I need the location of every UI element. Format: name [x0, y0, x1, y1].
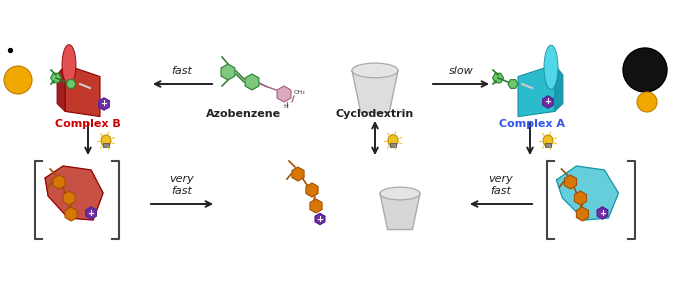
Text: +: + [316, 215, 323, 223]
Circle shape [637, 92, 657, 112]
Text: fast: fast [172, 66, 193, 76]
Polygon shape [508, 80, 518, 88]
Polygon shape [63, 191, 75, 205]
Polygon shape [564, 175, 577, 189]
FancyBboxPatch shape [545, 143, 551, 147]
Polygon shape [45, 166, 103, 220]
Polygon shape [556, 166, 618, 220]
Polygon shape [310, 199, 322, 213]
Text: +: + [101, 99, 108, 109]
Text: +: + [599, 209, 606, 217]
Polygon shape [575, 191, 587, 205]
Polygon shape [86, 207, 97, 219]
Circle shape [4, 66, 32, 94]
Polygon shape [65, 207, 77, 221]
Polygon shape [315, 213, 325, 225]
Polygon shape [66, 80, 76, 88]
Polygon shape [493, 73, 503, 83]
Polygon shape [352, 71, 398, 112]
Polygon shape [597, 207, 608, 219]
Polygon shape [53, 175, 65, 189]
Ellipse shape [388, 135, 398, 147]
Circle shape [623, 48, 667, 92]
Text: very
fast: very fast [169, 175, 195, 196]
Polygon shape [542, 96, 553, 108]
Text: slow: slow [449, 66, 473, 76]
Ellipse shape [352, 63, 398, 78]
Ellipse shape [544, 45, 558, 89]
Point [4, 48, 15, 52]
Polygon shape [576, 207, 589, 221]
Polygon shape [245, 74, 259, 90]
Polygon shape [65, 65, 100, 117]
Ellipse shape [101, 135, 111, 147]
Text: CH₃: CH₃ [294, 90, 306, 94]
Text: very
fast: very fast [489, 175, 513, 196]
FancyBboxPatch shape [103, 143, 109, 147]
Text: Complex A: Complex A [499, 119, 565, 129]
Text: H: H [284, 104, 288, 109]
Text: Cyclodextrin: Cyclodextrin [336, 109, 414, 119]
Ellipse shape [543, 135, 553, 147]
Polygon shape [221, 64, 235, 80]
Text: Azobenzene: Azobenzene [206, 109, 281, 119]
Ellipse shape [380, 187, 420, 200]
Polygon shape [50, 73, 62, 83]
FancyBboxPatch shape [390, 143, 396, 147]
Polygon shape [380, 194, 420, 230]
Polygon shape [555, 65, 563, 111]
Ellipse shape [62, 45, 76, 85]
Text: +: + [545, 98, 552, 107]
Polygon shape [99, 98, 109, 110]
Polygon shape [277, 86, 291, 102]
Polygon shape [57, 65, 65, 111]
Polygon shape [518, 65, 555, 117]
Polygon shape [306, 183, 318, 197]
Text: +: + [88, 209, 94, 217]
Polygon shape [292, 167, 304, 181]
Text: Complex B: Complex B [55, 119, 121, 129]
